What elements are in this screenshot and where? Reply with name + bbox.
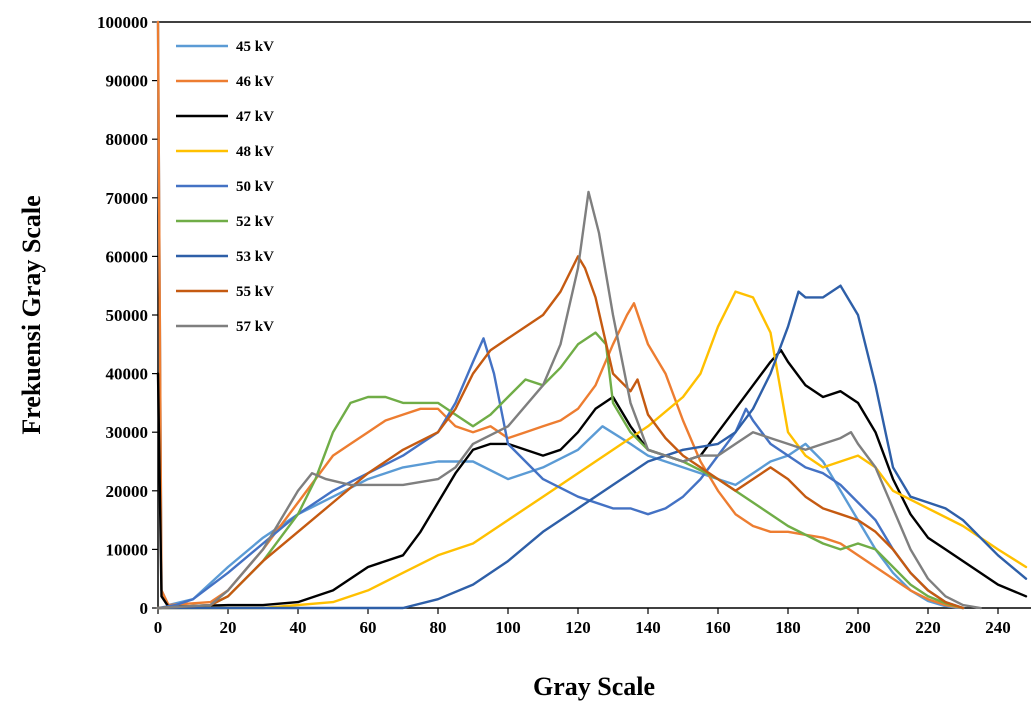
x-tick-label: 140 bbox=[635, 618, 661, 637]
y-tick-label: 60000 bbox=[106, 247, 149, 266]
x-tick-label: 80 bbox=[430, 618, 447, 637]
series-lines bbox=[156, 20, 1028, 610]
series-line-48-kv bbox=[156, 290, 1028, 610]
y-tick-label: 20000 bbox=[106, 482, 149, 501]
x-tick-label: 120 bbox=[565, 618, 591, 637]
series-line-55-kv bbox=[156, 255, 965, 610]
x-tick-label: 20 bbox=[220, 618, 237, 637]
x-axis-title: Gray Scale bbox=[533, 672, 655, 701]
y-axis-title: Frekuensi Gray Scale bbox=[17, 195, 46, 434]
y-tick-label: 40000 bbox=[106, 365, 149, 384]
y-tick-label: 100000 bbox=[97, 13, 148, 32]
y-ticks: 0 10000 20000 30000 40000 50000 60000 70000 8000… bbox=[97, 13, 158, 618]
legend-label-53-kv: 53 kV bbox=[236, 249, 274, 265]
series-line-57-kv bbox=[156, 190, 982, 610]
legend-label-48-kv: 48 kV bbox=[236, 144, 274, 160]
series-line-50-kv bbox=[156, 337, 965, 610]
y-tick-label: 10000 bbox=[106, 540, 149, 559]
x-tick-label: 160 bbox=[705, 618, 731, 637]
legend-label-52-kv: 52 kV bbox=[236, 214, 274, 230]
x-tick-label: 240 bbox=[985, 618, 1011, 637]
x-tick-label: 60 bbox=[360, 618, 377, 637]
legend-label-55-kv: 55 kV bbox=[236, 284, 274, 300]
series-line-47-kv bbox=[156, 349, 1028, 608]
y-tick-label: 0 bbox=[140, 599, 149, 618]
x-tick-label: 100 bbox=[495, 618, 521, 637]
y-tick-label: 90000 bbox=[106, 72, 149, 91]
series-line-46-kv bbox=[156, 20, 965, 610]
x-ticks: 0 20 40 60 80 100 120 140 160 180 200 220 240 bbox=[154, 608, 1011, 637]
legend-label-50-kv: 50 kV bbox=[236, 179, 274, 195]
legend-label-45-kv: 45 kV bbox=[236, 39, 274, 55]
legend: 45 kV 46 kV 47 kV 48 kV 50 kV 52 kV 53 kV 55 kV… bbox=[176, 39, 274, 335]
x-tick-label: 180 bbox=[775, 618, 801, 637]
y-tick-label: 70000 bbox=[106, 189, 149, 208]
legend-label-47-kv: 47 kV bbox=[236, 109, 274, 125]
x-tick-label: 220 bbox=[915, 618, 941, 637]
legend-label-46-kv: 46 kV bbox=[236, 74, 274, 90]
y-tick-label: 80000 bbox=[106, 130, 149, 149]
legend-label-57-kv: 57 kV bbox=[236, 319, 274, 335]
series-line-52-kv bbox=[156, 331, 965, 610]
y-tick-label: 30000 bbox=[106, 423, 149, 442]
series-line-53-kv bbox=[156, 284, 1028, 610]
x-tick-label: 0 bbox=[154, 618, 163, 637]
x-tick-label: 200 bbox=[845, 618, 871, 637]
x-tick-label: 40 bbox=[290, 618, 307, 637]
y-tick-label: 50000 bbox=[106, 306, 149, 325]
